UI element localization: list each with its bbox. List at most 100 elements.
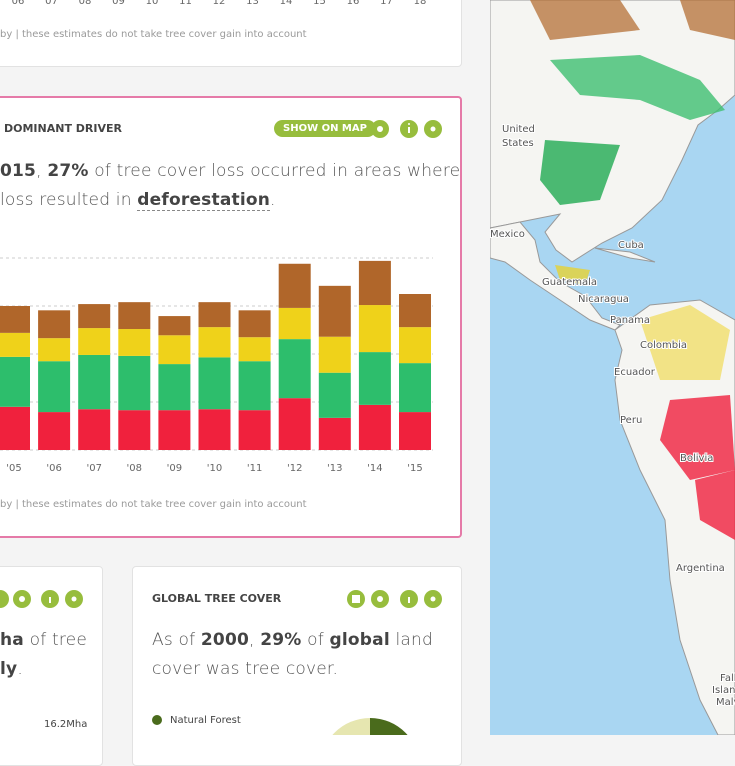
legend-value: 16.2Mha [44,719,88,730]
x-tick-label: 12 [213,0,226,7]
text: ha [0,630,24,650]
land [594,247,656,263]
bar-segment [358,305,391,353]
map-label: Mexico [490,229,525,240]
x-tick-label: '07 [86,463,101,474]
bar-segment [0,306,30,333]
x-tick-label: 18 [414,0,427,7]
bar-segment [158,316,191,336]
widget-title: DOMINANT DRIVER [4,122,122,135]
bar-segment [38,361,71,413]
bar-segment [78,328,111,355]
bar-segment [318,285,351,337]
bar-segment [158,364,191,411]
land [490,221,621,331]
bar-segment [358,404,391,450]
text: of tree cover loss occurred in areas whe… [88,161,461,181]
sentence: ha of tree [0,630,87,650]
x-tick-label: '13 [327,463,342,474]
top-card [0,0,462,67]
bar-segment [399,363,431,413]
bar-segment [238,337,271,362]
x-tick-label: 16 [347,0,360,7]
bar-segment [399,327,431,364]
bar-segment [38,338,71,362]
map-label: United [502,124,535,135]
bar-segment [78,409,111,450]
bar-segment [198,409,231,450]
map-icon[interactable] [0,590,9,608]
bar-segment [118,329,151,356]
x-tick-label: '14 [367,463,382,474]
text: 27% [47,161,89,181]
x-tick-label: '06 [46,463,61,474]
bar-segment [318,417,351,450]
bar-segment [78,304,111,329]
bar-segment [38,412,71,450]
map-label: Panama [610,315,650,326]
bar-segment [399,294,431,328]
text: land [389,630,433,650]
land [490,0,735,263]
text: As of [152,630,201,650]
bar-segment [0,406,30,450]
bar-segment [38,310,71,339]
bar-segment [198,357,231,410]
bar-segment [118,355,151,411]
bar-segment [278,263,311,308]
chart: 06 07 08 09 10 11 12 13 14 15 16 17 18 '05 '06 '07 '08 '0… [0,0,442,735]
bar-segment [238,361,271,411]
x-tick-label: 15 [313,0,326,7]
bar-segment [198,302,231,328]
bar-segment [358,352,391,405]
text: 015 [0,161,37,181]
map-label: Colombia [640,340,687,351]
bar-segment [0,332,30,357]
map-label: Peru [620,415,642,426]
map-label: Argentina [676,563,725,574]
sentence: As of 2000, 29% of global land [152,630,433,650]
text: of tree [23,630,87,650]
x-tick-label: 08 [79,0,92,7]
bar-segment [118,410,151,450]
text: loss resulted in [0,190,138,210]
bar-segment [358,260,391,306]
text: , [249,630,261,650]
show-on-map-button[interactable]: SHOW ON MAP [274,120,376,137]
icon-glyphs [19,123,436,603]
x-tick-label: 14 [280,0,293,7]
map-label: Ecuador [614,367,656,378]
x-tick-label: 06 [12,0,25,7]
bar-segment [0,356,30,407]
text: global [329,630,390,650]
bar-segment [278,339,311,399]
bar-segment [238,410,271,450]
text: 2000 [200,630,250,650]
sentence: cover was tree cover. [152,659,339,679]
x-tick-label: '12 [287,463,302,474]
footnote: by | these estimates do not take tree co… [0,499,307,510]
text: , [36,161,48,181]
widget-title: GLOBAL TREE COVER [152,592,282,605]
text: . [17,659,23,679]
text[interactable]: deforestation [137,190,271,211]
map-label: States [502,138,534,149]
x-tick-label: '09 [167,463,182,474]
tree-cover [530,0,735,540]
map-label: Island [712,685,735,696]
sentence: loss resulted in deforestation. [0,190,276,211]
sentence: 015, 27% of tree cover loss occurred in … [0,161,460,181]
x-tick-label: 07 [45,0,58,7]
pie-decoration [332,718,370,735]
bar-segment [399,412,431,450]
x-tick-label: 09 [112,0,125,7]
pie-decoration [370,718,408,735]
text: . [270,190,276,210]
bar-segment [158,410,191,450]
x-tick-label: '10 [207,463,222,474]
bar-segment [198,327,231,358]
map-label: Bolivia [680,453,713,464]
sentence: ly. [0,659,23,679]
x-tick-label: '11 [247,463,262,474]
